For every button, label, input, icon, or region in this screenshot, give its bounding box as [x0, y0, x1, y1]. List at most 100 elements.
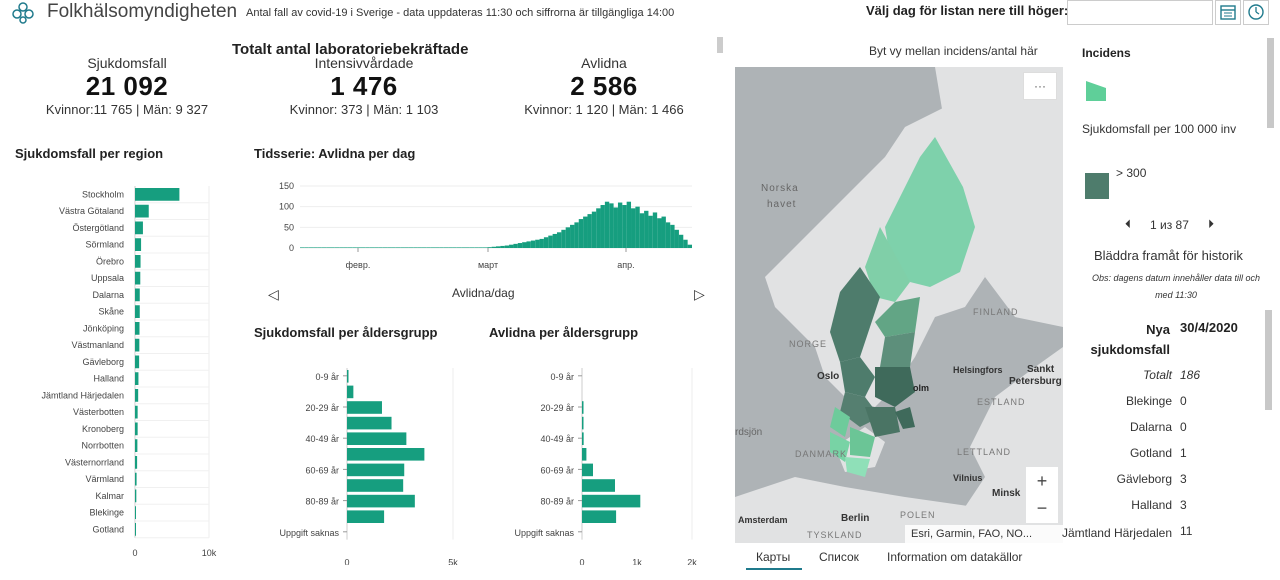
ts-bar[interactable]	[334, 247, 340, 248]
tab-data-sources[interactable]: Information om datakällor	[887, 550, 1023, 564]
ts-bar[interactable]	[326, 247, 331, 248]
ts-bar[interactable]	[613, 207, 618, 248]
zoom-in-button[interactable]: +	[1026, 467, 1058, 495]
ts-bar[interactable]	[500, 245, 505, 248]
ts-bar[interactable]	[426, 247, 431, 248]
ts-bar[interactable]	[587, 214, 592, 248]
ts-bar[interactable]	[543, 237, 549, 248]
age-deaths-bar[interactable]	[582, 463, 593, 477]
region-bar[interactable]	[135, 439, 138, 452]
ts-bar[interactable]	[513, 243, 518, 248]
ts-bar[interactable]	[561, 229, 566, 248]
pager-prev-button[interactable]: ⏴	[1125, 217, 1132, 231]
ts-bar[interactable]	[526, 241, 531, 248]
ts-bar[interactable]	[408, 247, 414, 248]
date-input[interactable]	[1067, 0, 1213, 25]
region-bar[interactable]	[135, 288, 140, 302]
ts-bar[interactable]	[347, 247, 353, 248]
ts-bar[interactable]	[570, 224, 575, 248]
ts-bar[interactable]	[478, 247, 483, 248]
ts-bar[interactable]	[387, 247, 392, 248]
zoom-out-button[interactable]: −	[1026, 495, 1058, 523]
ts-bar[interactable]	[517, 243, 523, 248]
ts-bar[interactable]	[404, 247, 409, 248]
age-deaths-bar[interactable]	[582, 432, 584, 445]
ts-bar[interactable]	[374, 247, 379, 248]
legend-scrollbar[interactable]	[1267, 38, 1274, 128]
ts-bar[interactable]	[313, 247, 318, 248]
ts-bar[interactable]	[596, 208, 601, 248]
ts-bar[interactable]	[352, 247, 357, 248]
ts-bar[interactable]	[604, 201, 610, 248]
age-cases-bar[interactable]	[347, 510, 385, 523]
ts-bar[interactable]	[530, 240, 536, 248]
age-cases-bar[interactable]	[347, 479, 404, 492]
calendar-button[interactable]	[1215, 0, 1241, 25]
ts-bar[interactable]	[421, 247, 427, 248]
region-bar[interactable]	[135, 389, 139, 402]
region-bar[interactable]	[135, 338, 140, 352]
ts-bar[interactable]	[382, 247, 388, 248]
ts-bar[interactable]	[496, 246, 501, 248]
region-bar[interactable]	[135, 489, 137, 503]
ts-bar[interactable]	[583, 216, 588, 248]
ts-bar[interactable]	[509, 244, 514, 248]
ts-bar[interactable]	[391, 247, 396, 248]
ts-bar[interactable]	[683, 239, 688, 248]
panel-scrollbar[interactable]	[717, 37, 723, 53]
ts-bar[interactable]	[574, 222, 579, 248]
ts-bar[interactable]	[648, 215, 653, 248]
region-bar[interactable]	[135, 355, 140, 369]
ts-bar[interactable]	[378, 247, 383, 248]
ts-bar[interactable]	[465, 247, 470, 248]
tab-maps[interactable]: Карты	[756, 550, 791, 564]
age-cases-bar[interactable]	[347, 370, 349, 383]
ts-bar[interactable]	[657, 218, 662, 248]
region-bar[interactable]	[135, 255, 141, 268]
region-bar[interactable]	[135, 322, 140, 335]
ts-bar[interactable]	[552, 233, 557, 248]
ts-bar[interactable]	[400, 247, 405, 248]
age-deaths-bar[interactable]	[582, 494, 641, 508]
ts-bar[interactable]	[330, 247, 335, 248]
age-cases-bar[interactable]	[347, 432, 407, 445]
ts-bar[interactable]	[443, 247, 449, 248]
region-bar[interactable]	[135, 372, 139, 385]
region-bar[interactable]	[135, 188, 180, 201]
ts-bar[interactable]	[482, 247, 488, 248]
ts-bar[interactable]	[535, 239, 540, 248]
ts-bar[interactable]	[439, 247, 444, 248]
age-cases-bar[interactable]	[347, 463, 405, 477]
ts-bar[interactable]	[487, 247, 492, 248]
ts-bar[interactable]	[417, 247, 422, 248]
timeseries-next-button[interactable]: ▷	[694, 286, 705, 302]
ts-bar[interactable]	[317, 247, 322, 248]
age-deaths-bar[interactable]	[582, 479, 615, 492]
ts-bar[interactable]	[548, 235, 553, 248]
region-bar[interactable]	[135, 472, 137, 486]
ts-bar[interactable]	[687, 244, 692, 248]
region-bar[interactable]	[135, 221, 143, 235]
ts-bar[interactable]	[617, 202, 623, 248]
region-bar[interactable]	[135, 456, 138, 469]
ts-bar[interactable]	[369, 247, 375, 248]
age-cases-bar[interactable]	[347, 448, 425, 461]
ts-bar[interactable]	[591, 211, 597, 248]
ts-bar[interactable]	[522, 242, 527, 248]
ts-bar[interactable]	[626, 201, 632, 248]
ts-bar[interactable]	[308, 247, 314, 248]
map-view[interactable]: Norska havet FINLAND NORGE Oslo Helsingf…	[735, 67, 1063, 543]
age-cases-bar[interactable]	[347, 494, 415, 508]
ts-bar[interactable]	[631, 208, 636, 248]
region-bar[interactable]	[135, 523, 136, 536]
ts-bar[interactable]	[622, 205, 627, 248]
age-cases-bar[interactable]	[347, 385, 354, 399]
ts-bar[interactable]	[339, 247, 344, 248]
ts-bar[interactable]	[665, 222, 671, 248]
map-more-button[interactable]: ···	[1023, 72, 1057, 100]
ts-bar[interactable]	[474, 247, 479, 248]
ts-bar[interactable]	[674, 229, 679, 248]
ts-bar[interactable]	[469, 247, 475, 248]
ts-bar[interactable]	[343, 247, 348, 248]
ts-bar[interactable]	[360, 247, 366, 248]
